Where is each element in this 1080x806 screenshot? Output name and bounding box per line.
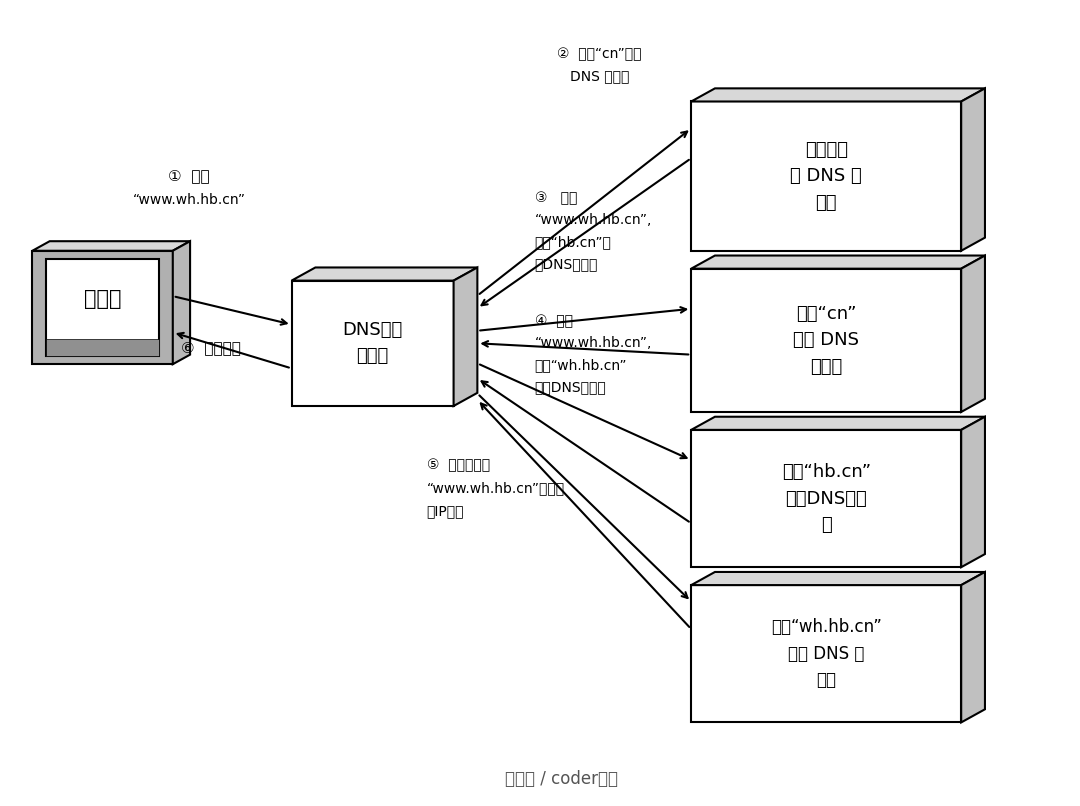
Polygon shape bbox=[292, 280, 454, 406]
Polygon shape bbox=[961, 89, 985, 251]
Text: ④  查询: ④ 查询 bbox=[535, 314, 572, 328]
Text: DNS查询
服务器: DNS查询 服务器 bbox=[342, 321, 403, 365]
Polygon shape bbox=[691, 417, 985, 430]
Text: “www.wh.hb.cn”主机名: “www.wh.hb.cn”主机名 bbox=[427, 481, 565, 496]
Text: 管理“wh.hb.cn”
域的 DNS 服
务器: 管理“wh.hb.cn” 域的 DNS 服 务器 bbox=[771, 618, 881, 689]
Polygon shape bbox=[691, 256, 985, 268]
Polygon shape bbox=[46, 339, 159, 356]
Text: ①  查询: ① 查询 bbox=[168, 168, 210, 184]
Polygon shape bbox=[961, 256, 985, 412]
Text: “www.wh.hb.cn”,: “www.wh.hb.cn”, bbox=[535, 213, 652, 226]
Polygon shape bbox=[691, 430, 961, 567]
Text: 头条号 / coder分享: 头条号 / coder分享 bbox=[505, 771, 618, 788]
Polygon shape bbox=[46, 259, 159, 356]
Text: 管理“cn”
域的 DNS
服务器: 管理“cn” 域的 DNS 服务器 bbox=[793, 305, 860, 376]
Polygon shape bbox=[32, 251, 173, 364]
Text: 管理根域
的 DNS 服
务器: 管理根域 的 DNS 服 务器 bbox=[791, 141, 862, 211]
Text: 域的DNS服务器: 域的DNS服务器 bbox=[535, 380, 606, 394]
Polygon shape bbox=[691, 268, 961, 412]
Polygon shape bbox=[961, 572, 985, 722]
Text: DNS 服务器: DNS 服务器 bbox=[570, 69, 629, 83]
Polygon shape bbox=[691, 102, 961, 251]
Text: “www.wh.hb.cn”,: “www.wh.hb.cn”, bbox=[535, 336, 652, 351]
Polygon shape bbox=[691, 89, 985, 102]
Text: 管理“hb.cn”
域的DNS服务
器: 管理“hb.cn” 域的DNS服务 器 bbox=[782, 463, 870, 534]
Text: 的DNS服务器: 的DNS服务器 bbox=[535, 257, 598, 271]
Polygon shape bbox=[292, 268, 477, 280]
Polygon shape bbox=[32, 241, 190, 251]
Text: “www.wh.hb.cn”: “www.wh.hb.cn” bbox=[133, 193, 245, 207]
Text: ⑥  返回结果: ⑥ 返回结果 bbox=[180, 340, 241, 355]
Text: 客户机: 客户机 bbox=[84, 289, 121, 309]
Polygon shape bbox=[454, 268, 477, 406]
Polygon shape bbox=[691, 585, 961, 722]
Polygon shape bbox=[961, 417, 985, 567]
Text: 返回“wh.hb.cn”: 返回“wh.hb.cn” bbox=[535, 359, 627, 372]
Text: ⑤  查询和返回: ⑤ 查询和返回 bbox=[427, 459, 489, 472]
Text: ③   查询: ③ 查询 bbox=[535, 191, 577, 206]
Text: ②  查询“cn”域的: ② 查询“cn”域的 bbox=[557, 47, 642, 60]
Text: 返回“hb.cn”域: 返回“hb.cn”域 bbox=[535, 235, 611, 249]
Text: 的IP地址: 的IP地址 bbox=[427, 504, 464, 518]
Polygon shape bbox=[691, 572, 985, 585]
Polygon shape bbox=[173, 241, 190, 364]
